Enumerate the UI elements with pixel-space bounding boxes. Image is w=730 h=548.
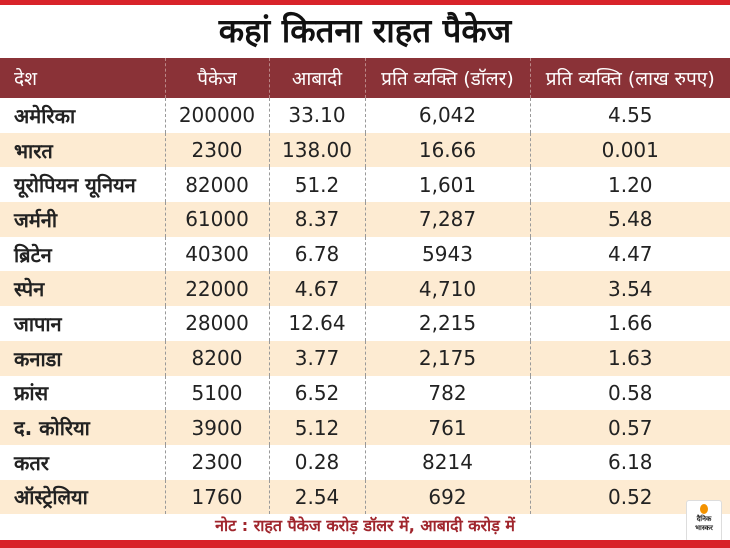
value-cell: 0.001 bbox=[529, 132, 730, 168]
country-cell: जर्मनी bbox=[0, 202, 165, 237]
country-cell: कनाडा bbox=[0, 340, 165, 376]
country-cell: ऑस्ट्रेलिया bbox=[0, 479, 165, 515]
value-cell: 6,042 bbox=[364, 98, 530, 133]
value-cell: 8214 bbox=[364, 444, 530, 480]
value-cell: 4.55 bbox=[529, 98, 730, 133]
sun-icon bbox=[700, 504, 708, 514]
table-row: कतर 2300 0.28 8214 6.18 bbox=[0, 444, 730, 480]
value-cell: 16.66 bbox=[364, 132, 530, 168]
value-cell: 200000 bbox=[164, 98, 269, 133]
value-cell: 5.48 bbox=[529, 202, 730, 237]
value-cell: 2,215 bbox=[364, 306, 530, 341]
value-cell: 33.10 bbox=[268, 98, 365, 133]
table-row: द. कोरिया 3900 5.12 761 0.57 bbox=[0, 410, 730, 445]
value-cell: 4,710 bbox=[364, 271, 530, 307]
value-cell: 28000 bbox=[164, 306, 269, 341]
footnote: नोट : राहत पैकेज करोड़ डॉलर में, आबादी क… bbox=[215, 516, 515, 535]
value-cell: 2300 bbox=[164, 444, 269, 480]
value-cell: 4.47 bbox=[529, 236, 730, 272]
value-cell: 3.54 bbox=[529, 271, 730, 307]
column-header: प्रति व्यक्ति (लाख रुपए) bbox=[529, 58, 730, 98]
dainik-bhaskar-logo: दैनिक भास्कर bbox=[686, 500, 722, 542]
top-accent-bar bbox=[0, 0, 730, 5]
value-cell: 782 bbox=[364, 375, 530, 411]
value-cell: 82000 bbox=[164, 167, 269, 203]
column-header: पैकेज bbox=[164, 58, 269, 98]
country-cell: अमेरिका bbox=[14, 103, 76, 128]
table-row: अमेरिका 200000 33.10 6,042 4.55 bbox=[0, 98, 730, 133]
table-header-row: देश पैकेज आबादी प्रति व्यक्ति (डॉलर) प्रति व… bbox=[0, 58, 730, 98]
table-row: जापान 28000 12.64 2,215 1.66 bbox=[0, 306, 730, 341]
table-row: कनाडा 8200 3.77 2,175 1.63 bbox=[0, 340, 730, 376]
table-row: यूरोपियन यूनियन 82000 51.2 1,601 1.20 bbox=[0, 167, 730, 203]
table-row: भारत 2300 138.00 16.66 0.001 bbox=[0, 132, 730, 168]
country-cell: कतर bbox=[14, 450, 49, 475]
table-row: फ्रांस 5100 6.52 782 0.58 bbox=[0, 375, 730, 411]
value-cell: 5.12 bbox=[268, 410, 365, 445]
value-cell: 5100 bbox=[164, 375, 269, 411]
value-cell: 1.63 bbox=[529, 340, 730, 376]
table-row: ऑस्ट्रेलिया 1760 2.54 692 0.52 bbox=[0, 479, 730, 515]
value-cell: 12.64 bbox=[268, 306, 365, 341]
value-cell: 4.67 bbox=[268, 271, 365, 307]
column-header: आबादी bbox=[268, 58, 365, 98]
value-cell: 1760 bbox=[164, 479, 269, 515]
value-cell: 0.57 bbox=[529, 410, 730, 445]
value-cell: 0.58 bbox=[529, 375, 730, 411]
value-cell: 1.20 bbox=[529, 167, 730, 203]
country-cell: स्पेन bbox=[0, 271, 165, 307]
country-cell: भारत bbox=[0, 132, 165, 168]
value-cell: 3.77 bbox=[268, 340, 365, 376]
value-cell: 1.66 bbox=[529, 306, 730, 341]
column-header: देश bbox=[0, 58, 165, 98]
value-cell: 51.2 bbox=[268, 167, 365, 203]
table-row: स्पेन 22000 4.67 4,710 3.54 bbox=[0, 271, 730, 307]
table-row: जर्मनी 61000 8.37 7,287 5.48 bbox=[0, 202, 730, 237]
value-cell: 6.18 bbox=[529, 444, 730, 480]
page-title: कहां कितना राहत पैकेज bbox=[218, 11, 512, 50]
value-cell: 6.78 bbox=[268, 236, 365, 272]
value-cell: 7,287 bbox=[364, 202, 530, 237]
bottom-accent-bar bbox=[0, 540, 730, 548]
value-cell: 2,175 bbox=[364, 340, 530, 376]
table-row: ब्रिटेन 40300 6.78 5943 4.47 bbox=[0, 236, 730, 272]
value-cell: 40300 bbox=[164, 236, 269, 272]
value-cell: 0.28 bbox=[268, 444, 365, 480]
value-cell: 8200 bbox=[164, 340, 269, 376]
value-cell: 61000 bbox=[164, 202, 269, 237]
value-cell: 22000 bbox=[164, 271, 269, 307]
value-cell: 6.52 bbox=[268, 375, 365, 411]
country-cell: यूरोपियन यूनियन bbox=[14, 173, 136, 198]
country-cell: फ्रांस bbox=[14, 381, 49, 406]
value-cell: 761 bbox=[364, 410, 530, 445]
relief-package-table: देश पैकेज आबादी प्रति व्यक्ति (डॉलर) प्रति व… bbox=[0, 58, 730, 515]
value-cell: 1,601 bbox=[364, 167, 530, 203]
country-cell: द. कोरिया bbox=[0, 410, 165, 445]
value-cell: 5943 bbox=[364, 236, 530, 272]
country-cell: जापान bbox=[14, 311, 62, 336]
value-cell: 692 bbox=[364, 479, 530, 515]
value-cell: 2300 bbox=[164, 132, 269, 168]
country-cell: ब्रिटेन bbox=[14, 242, 52, 267]
value-cell: 3900 bbox=[164, 410, 269, 445]
value-cell: 138.00 bbox=[268, 132, 365, 168]
value-cell: 2.54 bbox=[268, 479, 365, 515]
value-cell: 8.37 bbox=[268, 202, 365, 237]
column-header: प्रति व्यक्ति (डॉलर) bbox=[364, 58, 530, 98]
